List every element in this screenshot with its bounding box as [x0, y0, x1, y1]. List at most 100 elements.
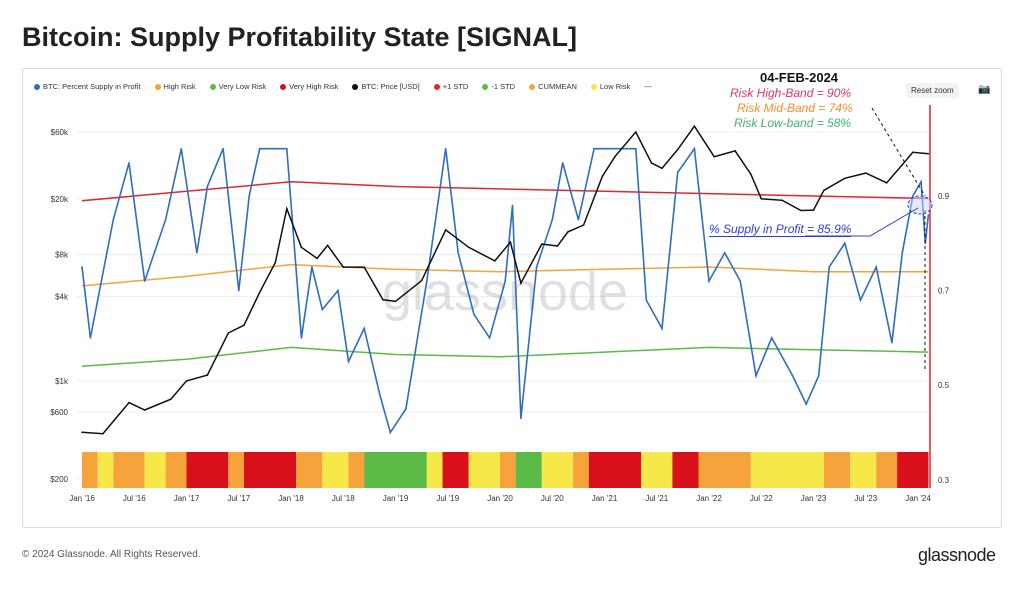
annotation-high-band: Risk High-Band = 90%	[730, 86, 852, 100]
risk-strip-segment	[348, 452, 365, 488]
price-point	[885, 182, 888, 184]
x-tick-label: Jan '18	[278, 494, 304, 503]
legend-label: High Risk	[163, 82, 196, 91]
price-point	[274, 261, 277, 264]
x-tick-label: Jul '20	[541, 494, 564, 503]
y-right-tick-label: 0.9	[938, 192, 950, 201]
supply-point	[81, 266, 83, 268]
price-point	[601, 175, 604, 178]
supply-point	[112, 218, 115, 221]
risk-strip-segment	[113, 452, 145, 488]
supply-point	[379, 393, 381, 396]
annotation-mid-band: Risk Mid-Band = 74%	[737, 101, 853, 115]
supply-point	[311, 266, 313, 268]
annotation-supply: % Supply in Profit = 85.9%	[709, 222, 852, 237]
supply-point	[363, 327, 365, 330]
legend-dot	[280, 84, 287, 91]
legend-item[interactable]: Low Risk	[590, 82, 631, 91]
supply-point	[770, 337, 773, 339]
supply-point	[723, 251, 726, 254]
legend: BTC: Percent Supply in Profit High Risk Ve…	[34, 82, 652, 91]
price-point	[901, 163, 904, 166]
legend-item[interactable]: Very Low Risk	[209, 82, 266, 91]
y-left-tick-label: $20k	[51, 195, 69, 204]
price-point	[520, 282, 522, 284]
legend-item[interactable]: BTC: Price [USD]	[352, 82, 420, 91]
legend-item[interactable]: CUMMEAN	[529, 82, 577, 91]
price-point	[676, 148, 679, 151]
legend-dot	[352, 84, 359, 91]
y-left-tick-label: $600	[50, 408, 68, 417]
y-right-tick-label: 0.5	[938, 381, 950, 390]
price-point	[467, 246, 470, 249]
legend-label: BTC: Price [USD]	[361, 82, 420, 91]
supply-point	[551, 218, 554, 221]
supply-point	[676, 171, 679, 174]
camera-icon[interactable]: 📷	[978, 84, 991, 95]
risk-strip-segment	[82, 452, 98, 488]
price-line	[81, 124, 929, 435]
price-point	[800, 209, 802, 212]
supply-point	[844, 242, 846, 245]
price-point	[750, 173, 752, 175]
risk-strip-segment	[364, 452, 427, 488]
supply-point	[473, 313, 475, 316]
price-point	[541, 243, 543, 245]
legend-label: BTC: Percent Supply in Profit	[43, 82, 141, 91]
supply-point	[321, 308, 324, 311]
supply-point	[89, 337, 92, 339]
supply-point	[258, 147, 261, 150]
price-point	[635, 131, 637, 133]
legend-label: +1 STD	[442, 82, 469, 91]
supply-point	[577, 218, 580, 221]
supply-point	[164, 218, 167, 221]
risk-strip-segment	[541, 452, 574, 488]
legend-item[interactable]: Very High Risk	[280, 82, 338, 91]
supply-point	[817, 374, 820, 377]
supply-point	[337, 289, 339, 292]
risk-strip-segment	[876, 452, 898, 488]
price-point	[300, 246, 303, 249]
price-point	[185, 380, 188, 382]
legend-label: ---	[644, 82, 652, 91]
price-point	[81, 431, 83, 434]
x-tick-label: Jan '16	[69, 494, 95, 503]
legend-item[interactable]: +1 STD	[433, 82, 469, 91]
legend-dot	[590, 84, 597, 91]
price-point	[420, 279, 423, 282]
legend-label: Low Risk	[599, 82, 631, 91]
supply-point	[286, 147, 288, 150]
supply-point	[791, 374, 794, 377]
supply-point	[444, 147, 447, 150]
legend-item[interactable]: ---	[644, 82, 652, 91]
price-point	[650, 162, 653, 164]
supply-point	[520, 417, 522, 420]
x-tick-label: Jul '22	[750, 494, 773, 503]
risk-strip-segment	[144, 452, 166, 488]
legend-item[interactable]: BTC: Percent Supply in Profit	[34, 82, 141, 91]
legend-item[interactable]: High Risk	[154, 82, 196, 91]
supply-point	[901, 251, 904, 254]
price-point	[128, 401, 130, 404]
x-tick-label: Jul '17	[227, 494, 250, 503]
risk-strip-segment	[468, 452, 500, 488]
reset-zoom-button[interactable]: Reset zoom	[906, 83, 959, 98]
supply-point	[805, 403, 807, 405]
price-point	[394, 300, 397, 303]
price-point	[713, 155, 716, 158]
risk-strip-segment	[850, 452, 877, 488]
supply-point	[828, 266, 830, 268]
risk-strip-segment	[426, 452, 443, 488]
risk-strip-segment	[296, 452, 323, 488]
supply-point	[96, 299, 99, 301]
x-tick-label: Jan '21	[592, 494, 618, 503]
supply-point	[739, 280, 742, 282]
legend-item[interactable]: -1 STD	[482, 82, 515, 91]
x-tick-label: Jan '19	[383, 494, 409, 503]
risk-strip-segment	[641, 452, 673, 488]
x-tick-label: Jul '16	[123, 494, 146, 503]
supply-point	[693, 147, 696, 150]
price-point	[844, 177, 846, 180]
x-tick-label: Jan '20	[487, 494, 513, 503]
risk-strip-segment	[165, 452, 187, 488]
